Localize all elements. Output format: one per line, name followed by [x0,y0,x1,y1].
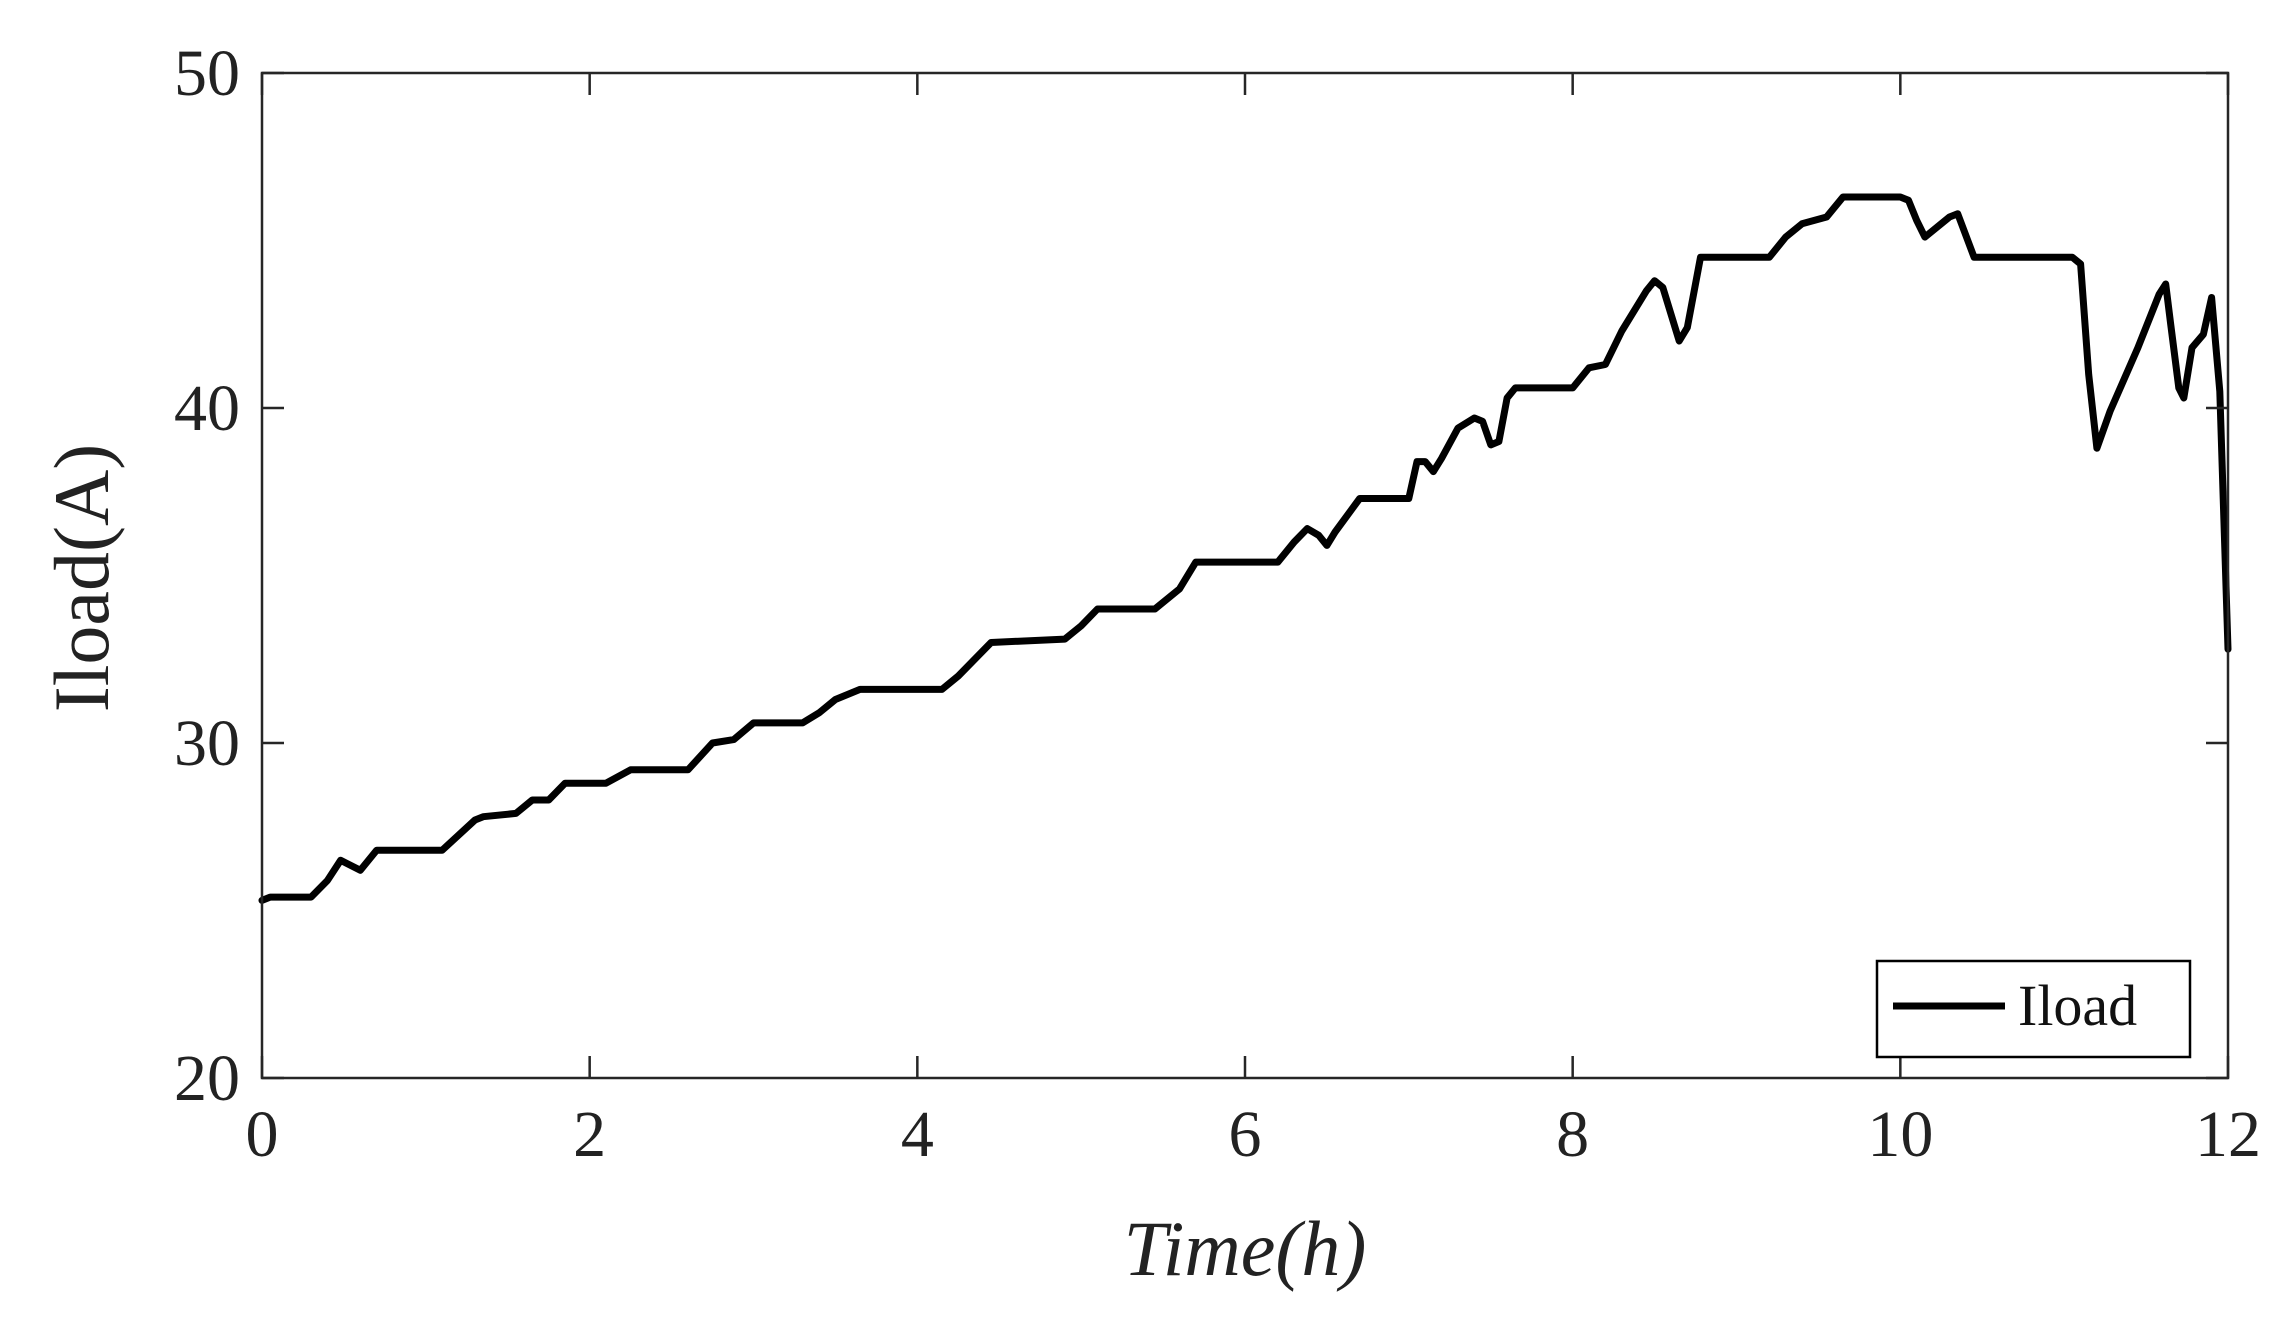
x-tick-label: 12 [2195,1098,2261,1171]
legend-label: Iload [2018,973,2137,1038]
series-line-iload [258,193,2232,904]
y-tick-label: 20 [174,1042,240,1115]
y-axis-label: Iload(A) [38,444,125,713]
x-tick-label: 10 [1867,1098,1933,1171]
x-axis-label: Time(h) [1124,1205,1367,1292]
x-tick-label: 6 [1229,1098,1262,1171]
x-tick-label: 8 [1556,1098,1589,1171]
y-tick-label: 50 [174,37,240,110]
y-tick-label: 40 [174,372,240,445]
y-tick-label: 30 [174,707,240,780]
x-tick-label: 2 [573,1098,606,1171]
x-tick-label: 4 [901,1098,934,1171]
legend: Iload [1875,959,2192,1059]
x-tick-label: 0 [246,1098,279,1171]
